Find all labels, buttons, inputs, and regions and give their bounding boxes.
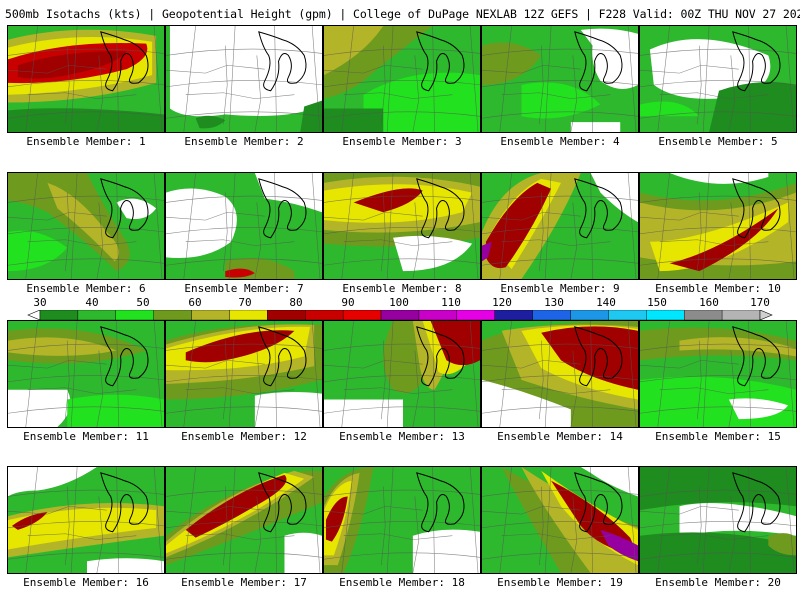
ensemble-member-15-label: Ensemble Member: 15 xyxy=(655,430,781,443)
ensemble-member-8-label: Ensemble Member: 8 xyxy=(342,282,462,295)
legend-tick-130: 130 xyxy=(544,296,564,309)
ensemble-member-5-label: Ensemble Member: 5 xyxy=(658,135,778,148)
ensemble-member-17-label: Ensemble Member: 17 xyxy=(181,576,307,589)
map-title: 500mb Isotachs (kts) | Geopotential Heig… xyxy=(5,7,800,21)
ensemble-member-3-map xyxy=(323,25,481,133)
ensemble-member-18-map xyxy=(323,466,481,574)
legend-tick-160: 160 xyxy=(699,296,719,309)
ensemble-member-7-map xyxy=(165,172,323,280)
legend-tick-50: 50 xyxy=(136,296,150,309)
ensemble-member-14-map xyxy=(481,320,639,428)
legend-tick-150: 150 xyxy=(647,296,667,309)
ensemble-member-12-map xyxy=(165,320,323,428)
legend-tick-140: 140 xyxy=(596,296,616,309)
ensemble-member-2-label: Ensemble Member: 2 xyxy=(184,135,304,148)
ensemble-member-2-map xyxy=(165,25,323,133)
ensemble-member-11-label: Ensemble Member: 11 xyxy=(23,430,149,443)
legend-tick-90: 90 xyxy=(341,296,355,309)
legend-tick-70: 70 xyxy=(238,296,252,309)
ensemble-member-11-map xyxy=(7,320,165,428)
ensemble-member-20-map xyxy=(639,466,797,574)
ensemble-member-13-map xyxy=(323,320,481,428)
ensemble-member-6-map xyxy=(7,172,165,280)
legend-tick-120: 120 xyxy=(492,296,512,309)
ensemble-member-3-label: Ensemble Member: 3 xyxy=(342,135,462,148)
ensemble-member-15-map xyxy=(639,320,797,428)
ensemble-member-9-label: Ensemble Member: 9 xyxy=(500,282,620,295)
legend-tick-100: 100 xyxy=(389,296,409,309)
legend-tick-80: 80 xyxy=(289,296,303,309)
ensemble-member-17-map xyxy=(165,466,323,574)
ensemble-member-13-label: Ensemble Member: 13 xyxy=(339,430,465,443)
ensemble-member-1-map xyxy=(7,25,165,133)
legend-tick-110: 110 xyxy=(441,296,461,309)
ensemble-member-19-map xyxy=(481,466,639,574)
legend-tick-30: 30 xyxy=(33,296,47,309)
legend-color-bar xyxy=(27,310,773,320)
ensemble-member-19-label: Ensemble Member: 19 xyxy=(497,576,623,589)
ensemble-member-4-label: Ensemble Member: 4 xyxy=(500,135,620,148)
ensemble-member-5-map xyxy=(639,25,797,133)
ensemble-member-16-map xyxy=(7,466,165,574)
ensemble-member-1-label: Ensemble Member: 1 xyxy=(26,135,146,148)
ensemble-member-7-label: Ensemble Member: 7 xyxy=(184,282,304,295)
ensemble-member-4-map xyxy=(481,25,639,133)
isotach-color-legend: 30 40 50 60 70 80 90 100 110 120 130 140 150 160 170 xyxy=(0,296,800,320)
ensemble-member-8-map xyxy=(323,172,481,280)
ensemble-member-9-map xyxy=(481,172,639,280)
ensemble-member-10-label: Ensemble Member: 10 xyxy=(655,282,781,295)
ensemble-member-12-label: Ensemble Member: 12 xyxy=(181,430,307,443)
legend-tick-40: 40 xyxy=(85,296,99,309)
legend-tick-60: 60 xyxy=(188,296,202,309)
ensemble-member-14-label: Ensemble Member: 14 xyxy=(497,430,623,443)
ensemble-member-16-label: Ensemble Member: 16 xyxy=(23,576,149,589)
ensemble-member-18-label: Ensemble Member: 18 xyxy=(339,576,465,589)
legend-tick-170: 170 xyxy=(750,296,770,309)
ensemble-member-6-label: Ensemble Member: 6 xyxy=(26,282,146,295)
ensemble-member-10-map xyxy=(639,172,797,280)
ensemble-member-20-label: Ensemble Member: 20 xyxy=(655,576,781,589)
